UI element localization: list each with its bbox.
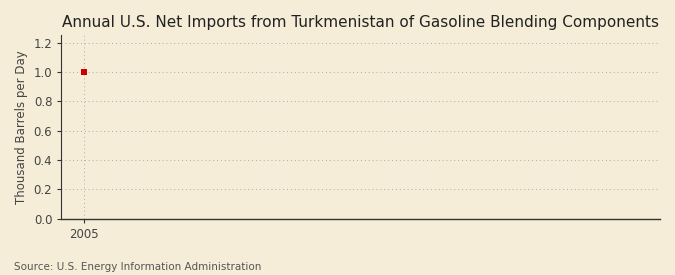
Y-axis label: Thousand Barrels per Day: Thousand Barrels per Day [15,50,28,204]
Text: Source: U.S. Energy Information Administration: Source: U.S. Energy Information Administ… [14,262,261,272]
Title: Annual U.S. Net Imports from Turkmenistan of Gasoline Blending Components: Annual U.S. Net Imports from Turkmenista… [62,15,659,30]
